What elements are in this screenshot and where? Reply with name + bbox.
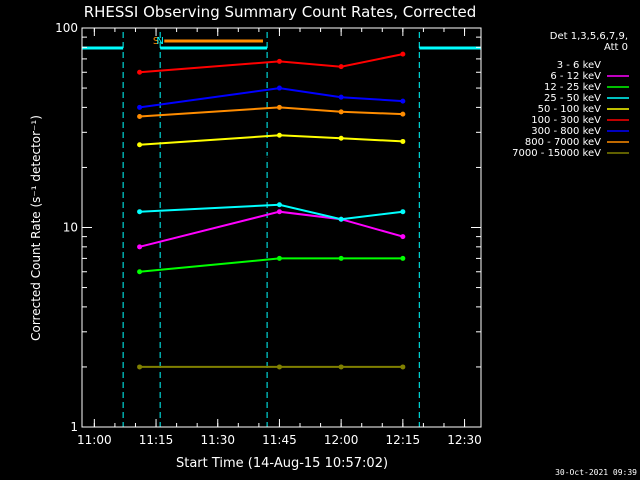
x-tick-label: 11:45 <box>262 433 297 447</box>
data-point <box>137 104 143 110</box>
data-point <box>400 164 406 170</box>
legend-label: 6 - 12 keV <box>550 71 601 82</box>
data-point <box>338 109 344 115</box>
data-point <box>338 216 344 222</box>
data-point <box>276 255 282 261</box>
data-point <box>276 364 282 370</box>
legend-label: 3 - 6 keV <box>557 60 601 71</box>
legend-label: 300 - 800 keV <box>531 126 601 137</box>
series-3 <box>137 202 406 222</box>
series-line <box>139 87 403 109</box>
series-line <box>139 210 404 248</box>
series-line <box>139 53 404 74</box>
series-layer <box>137 51 406 370</box>
data-point <box>137 114 143 120</box>
data-point <box>338 64 344 70</box>
series-line <box>139 106 403 118</box>
y-tick-label: 100 <box>55 21 78 35</box>
data-point <box>276 104 282 110</box>
legend-label: 800 - 7000 keV <box>525 137 601 148</box>
series-0 <box>137 152 406 175</box>
chart-title: RHESSI Observing Summary Count Rates, Co… <box>84 3 477 21</box>
x-tick-label: 12:30 <box>447 433 482 447</box>
data-point <box>338 160 344 166</box>
series-4 <box>137 132 406 148</box>
data-point <box>137 244 143 250</box>
flag-label: S <box>153 36 159 47</box>
y-axis-label: Corrected Count Rate (s⁻¹ detector⁻¹) <box>29 115 43 341</box>
series-6 <box>137 85 406 110</box>
series-line <box>139 203 403 221</box>
series-line <box>139 154 403 173</box>
series-line <box>139 134 403 146</box>
data-point <box>400 138 406 144</box>
data-point <box>276 209 282 215</box>
series-line <box>139 257 403 273</box>
data-point <box>276 202 282 208</box>
data-point <box>137 269 143 275</box>
data-point <box>338 255 344 261</box>
x-axis-label: Start Time (14-Aug-15 10:57:02) <box>176 456 388 471</box>
legend-label: 50 - 100 keV <box>538 104 602 115</box>
data-point <box>400 51 406 57</box>
observing-flags: SN <box>153 36 263 47</box>
data-point <box>137 364 143 370</box>
series-5 <box>137 51 406 75</box>
data-point <box>137 169 143 175</box>
data-point <box>338 364 344 370</box>
data-point <box>137 69 143 75</box>
legend-header: Det 1,3,5,6,7,9, <box>550 31 628 42</box>
x-axis-ticks: 11:00 11:15 11:30 11:45 12:00 12:15 12:30 <box>77 28 482 447</box>
data-point <box>400 98 406 104</box>
x-tick-label: 11:30 <box>200 433 235 447</box>
y-tick-label: 1 <box>70 420 78 434</box>
timestamp: 30-Oct-2021 09:39 <box>555 468 637 477</box>
data-point <box>137 209 143 215</box>
data-point <box>400 209 406 215</box>
data-point <box>276 58 282 64</box>
x-tick-label: 11:15 <box>139 433 174 447</box>
data-point <box>400 111 406 117</box>
series-7 <box>137 104 406 120</box>
x-tick-label: 12:00 <box>324 433 359 447</box>
flag-label: N <box>156 36 163 47</box>
legend-label: 100 - 300 keV <box>531 115 601 126</box>
data-point <box>276 152 282 158</box>
data-point <box>276 132 282 138</box>
series-2 <box>137 255 406 275</box>
legend-label: 25 - 50 keV <box>544 93 601 104</box>
data-point <box>137 142 143 148</box>
series-8 <box>137 364 406 370</box>
legend-label: 7000 - 15000 keV <box>512 148 601 159</box>
data-point <box>338 135 344 141</box>
data-point <box>400 234 406 240</box>
x-tick-label: 11:00 <box>77 433 112 447</box>
legend-header: Att 0 <box>604 42 628 53</box>
legend-label: 12 - 25 keV <box>544 82 601 93</box>
data-point <box>400 255 406 261</box>
data-point <box>338 94 344 100</box>
data-point <box>276 85 282 91</box>
y-tick-label: 10 <box>63 221 78 235</box>
y-axis-ticks: 1 10 100 <box>55 21 481 434</box>
data-point <box>400 364 406 370</box>
x-tick-label: 12:15 <box>386 433 421 447</box>
